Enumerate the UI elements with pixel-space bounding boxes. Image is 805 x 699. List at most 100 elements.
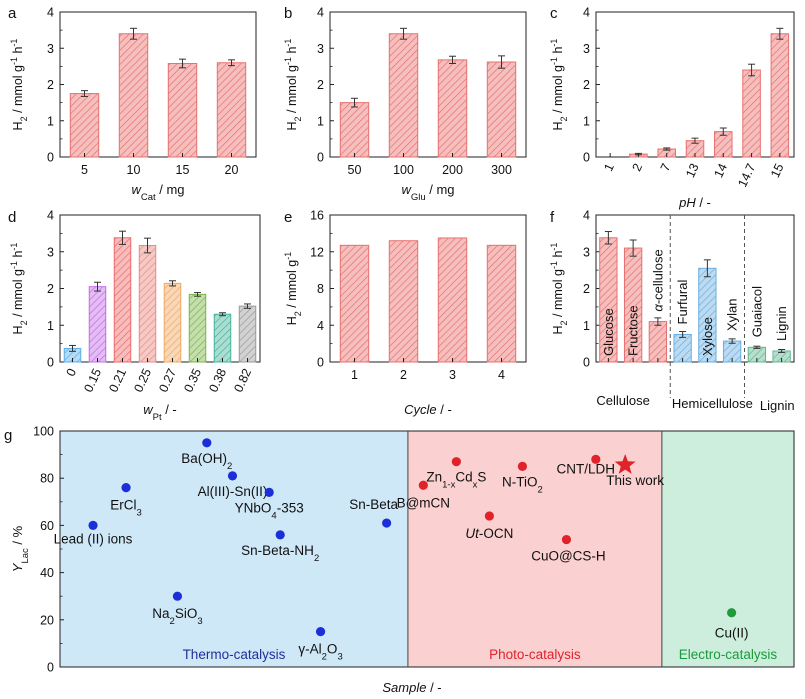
point-YNbO4-353 xyxy=(264,487,274,497)
x-tick-label: 1 xyxy=(351,368,358,382)
point-label-N-TiO2: N-TiO2 xyxy=(502,474,543,495)
y-tick-label: 2 xyxy=(317,78,324,92)
panel-label-f: f xyxy=(550,209,555,226)
y-tick-label: 8 xyxy=(317,282,324,296)
point-label-CuO@CS-H: CuO@CS-H xyxy=(531,549,605,564)
point-label-ErCl3: ErCl3 xyxy=(110,498,142,519)
point-N-TiO2 xyxy=(517,461,528,471)
y-axis-label: H2 / mmol g-1 xyxy=(283,252,303,325)
group-label-hemicellulose: Hemicellulose xyxy=(672,396,753,411)
point-Lead (II) ions xyxy=(88,520,98,531)
point-Cu(II) xyxy=(727,608,737,618)
chart-panel-f: 0 1 2 3 4 Glucose Fructose α-cellulose Furfural X… xyxy=(549,209,795,414)
y-tick-label: 0 xyxy=(317,356,324,370)
point-label-Sn-Beta: Sn-Beta xyxy=(349,497,398,512)
y-tick-label: 16 xyxy=(310,209,324,223)
point-label-Ba(OH)2: Ba(OH)2 xyxy=(181,451,232,472)
category-label-6: Guaiacol xyxy=(749,286,764,337)
category-label-7: Lignin xyxy=(774,306,789,341)
x-axis-label: Cycle / - xyxy=(404,402,452,417)
point-CNT/LDH xyxy=(591,454,601,464)
y-tick-label: 0 xyxy=(583,356,590,370)
point-label-Al(III)-Sn(II): Al(III)-Sn(II) xyxy=(198,484,268,499)
y-tick-label: 12 xyxy=(310,245,324,259)
x-tick-label: 0.21 xyxy=(106,366,129,394)
bar-0.15 xyxy=(88,286,107,363)
x-tick-label: 13 xyxy=(683,161,702,180)
y-tick-label: 0 xyxy=(47,151,54,165)
y-tick-label: 1 xyxy=(317,114,324,128)
x-tick-label: 200 xyxy=(442,163,463,177)
star-marker-this-work xyxy=(614,454,636,474)
bar-14.7 xyxy=(742,69,761,158)
y-axis-label: H2 / mmol g-1 h-1 xyxy=(9,39,29,131)
bar-0.25 xyxy=(138,245,157,363)
category-label-0: Glucose xyxy=(601,308,616,356)
y-tick-label: 4 xyxy=(317,319,324,333)
y-tick-label: 3 xyxy=(583,245,590,259)
y-tick-label: 3 xyxy=(583,42,590,56)
region-label-Thermo-catalysis: Thermo-catalysis xyxy=(183,647,286,662)
y-tick-label: 2 xyxy=(583,78,590,92)
x-tick-label: 0.35 xyxy=(181,366,204,394)
x-tick-label: 0.15 xyxy=(81,366,104,394)
y-tick-label: 4 xyxy=(583,209,590,223)
x-tick-label: 10 xyxy=(127,163,141,177)
y-tick-label: 80 xyxy=(40,472,54,486)
point-Al(III)-Sn(II) xyxy=(227,471,238,481)
chart-panel-b: 0 1 2 3 4 50 100 200 300 H2 / mmol g-1 h-1 wGlu / … xyxy=(283,6,527,203)
x-tick-label: 4 xyxy=(498,368,505,382)
x-tick-label: 2 xyxy=(630,161,646,173)
point-label-Zn1-xCdxS: Zn1-xCdxS xyxy=(426,470,486,491)
x-tick-label: 50 xyxy=(348,163,362,177)
point-Sn-Beta-NH2 xyxy=(275,530,285,540)
x-tick-label: 0 xyxy=(64,366,80,378)
y-tick-label: 0 xyxy=(47,661,54,675)
y-tick-label: 2 xyxy=(47,78,54,92)
y-tick-label: 20 xyxy=(40,613,54,627)
point-label-B@mCN: B@mCN xyxy=(397,495,450,510)
bar-1 xyxy=(339,244,370,363)
y-tick-label: 0 xyxy=(317,151,324,165)
x-tick-label: 14 xyxy=(711,161,730,180)
x-tick-label: 15 xyxy=(768,161,787,180)
bar-4 xyxy=(486,244,517,363)
panel-label-a: a xyxy=(8,5,17,22)
point-label-This work: This work xyxy=(606,473,664,488)
x-tick-label: 20 xyxy=(225,163,239,177)
point-label-CNT/LDH: CNT/LDH xyxy=(557,461,616,476)
point-label-Ut-OCN: Ut-OCN xyxy=(465,526,513,541)
x-tick-label: 7 xyxy=(658,161,674,173)
point-Ut-OCN xyxy=(484,511,494,521)
point-label-Lead (II) ions: Lead (II) ions xyxy=(54,531,133,546)
category-label-2: α-cellulose xyxy=(650,249,665,311)
chart-panel-a: 0 1 2 3 4 5 10 15 20 H2 / mmol g-1 h-1 wCat / mg xyxy=(9,6,257,203)
point-B@mCN xyxy=(418,480,428,490)
bar-15 xyxy=(770,33,790,158)
bar-20 xyxy=(216,62,247,158)
region-label-Photo-catalysis: Photo-catalysis xyxy=(489,647,581,662)
category-label-1: Fructose xyxy=(626,305,641,356)
point-γ-Al2O3 xyxy=(315,627,326,637)
bar-5 xyxy=(69,93,100,158)
panel-label-c: c xyxy=(550,5,558,22)
y-tick-label: 1 xyxy=(47,114,54,128)
point-label-γ-Al2O3: γ-Al2O3 xyxy=(298,642,342,663)
bar-Furfural xyxy=(673,333,692,363)
y-axis-label: H2 / mmol g-1 h-1 xyxy=(549,39,569,131)
point-Ba(OH)2 xyxy=(202,438,212,448)
bar-3 xyxy=(437,237,468,363)
x-axis-label: wGlu / mg xyxy=(401,182,454,203)
x-tick-label: 2 xyxy=(400,368,407,382)
y-tick-label: 100 xyxy=(33,425,54,439)
x-tick-label: 0.38 xyxy=(206,366,229,394)
point-ErCl3 xyxy=(121,483,131,493)
y-tick-label: 0 xyxy=(583,151,590,165)
bar-100 xyxy=(388,33,419,158)
y-tick-label: 2 xyxy=(47,282,54,296)
y-tick-label: 4 xyxy=(583,6,590,20)
